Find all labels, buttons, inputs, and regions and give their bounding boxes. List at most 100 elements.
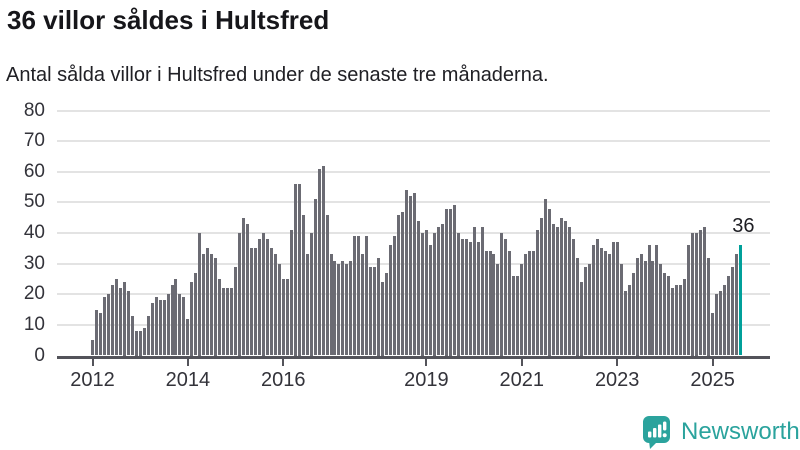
bar xyxy=(715,294,719,356)
bar xyxy=(536,229,540,356)
bar xyxy=(699,229,703,356)
bar xyxy=(719,291,723,356)
highlight-value-label: 36 xyxy=(732,215,755,238)
bar xyxy=(476,242,480,356)
bar xyxy=(496,263,500,356)
bar xyxy=(504,239,508,356)
bar xyxy=(381,282,385,356)
bar xyxy=(182,297,186,356)
newsworthy-wordmark: Newsworthy xyxy=(681,418,800,445)
bar xyxy=(723,285,727,356)
bar xyxy=(250,248,253,356)
bar xyxy=(452,205,456,356)
bar xyxy=(357,236,361,356)
bar xyxy=(591,245,595,356)
bar xyxy=(575,257,579,356)
bar xyxy=(623,291,627,356)
bar xyxy=(615,242,619,356)
bar xyxy=(162,300,166,356)
bar xyxy=(257,239,261,356)
bar xyxy=(492,254,496,356)
x-axis-tick-label: 2012 xyxy=(70,369,115,391)
bar xyxy=(309,233,313,356)
bar xyxy=(102,297,106,356)
bar xyxy=(619,263,623,356)
bar xyxy=(297,184,301,356)
bar xyxy=(540,217,544,356)
highlighted-bar xyxy=(738,245,742,356)
bar xyxy=(679,285,683,356)
bar xyxy=(571,239,575,356)
bar xyxy=(126,291,130,356)
x-axis-tick-label: 2019 xyxy=(404,369,449,391)
x-axis-tick-label: 2016 xyxy=(261,369,306,391)
bar xyxy=(154,297,158,356)
bar xyxy=(158,300,162,356)
y-gridline xyxy=(57,109,770,112)
bar xyxy=(349,260,353,356)
bar xyxy=(508,251,512,356)
chart-subtitle: Antal sålda villor i Hultsfred under de … xyxy=(6,64,549,86)
bar xyxy=(687,245,691,356)
bar xyxy=(94,309,98,356)
bar xyxy=(134,331,138,356)
bar xyxy=(456,233,460,356)
y-axis-tick-label: 10 xyxy=(23,313,45,335)
bar xyxy=(261,233,265,356)
y-gridline xyxy=(57,170,770,173)
bar xyxy=(373,266,377,356)
chart-title: 36 villor såldes i Hultsfred xyxy=(7,5,330,35)
bar xyxy=(118,288,122,356)
bar xyxy=(345,263,349,356)
bar xyxy=(695,233,699,356)
bar xyxy=(603,251,607,356)
y-axis-tick-label: 30 xyxy=(23,252,45,274)
x-axis-tick xyxy=(282,359,285,366)
bar xyxy=(206,248,210,356)
newsworthy-bubble-chart-icon xyxy=(643,416,670,449)
bar xyxy=(440,223,444,356)
bar xyxy=(289,229,293,356)
bar xyxy=(500,233,504,356)
y-axis-tick-label: 80 xyxy=(23,99,45,121)
bar xyxy=(711,312,715,356)
bar xyxy=(325,214,329,356)
bar xyxy=(329,254,333,356)
bar xyxy=(464,239,468,356)
bar xyxy=(405,190,409,356)
x-axis-tick xyxy=(186,359,189,366)
bar xyxy=(202,254,206,356)
bar xyxy=(655,245,659,356)
bar xyxy=(734,254,738,356)
bar xyxy=(106,294,110,356)
bar xyxy=(560,217,564,356)
bar xyxy=(683,278,687,356)
bar xyxy=(361,254,365,356)
bar xyxy=(265,239,269,356)
bar xyxy=(246,223,250,356)
bar xyxy=(242,217,246,356)
bar xyxy=(639,254,643,356)
bar xyxy=(166,294,170,356)
bar xyxy=(313,199,317,356)
bar xyxy=(611,242,615,356)
bar xyxy=(337,263,341,356)
bar xyxy=(412,193,416,356)
y-axis-tick-label: 50 xyxy=(23,191,45,213)
bar xyxy=(667,275,671,356)
bar xyxy=(595,239,599,356)
y-axis-tick-label: 0 xyxy=(34,344,45,366)
bar xyxy=(520,263,524,356)
x-axis-tick xyxy=(91,359,94,366)
bar xyxy=(409,196,412,356)
bar xyxy=(186,318,190,356)
bar xyxy=(226,288,230,356)
bar xyxy=(401,211,405,356)
bar xyxy=(436,226,440,356)
bar xyxy=(516,275,520,356)
bar xyxy=(675,285,679,356)
bar xyxy=(190,282,194,356)
bar xyxy=(194,272,198,356)
bar xyxy=(397,214,401,356)
